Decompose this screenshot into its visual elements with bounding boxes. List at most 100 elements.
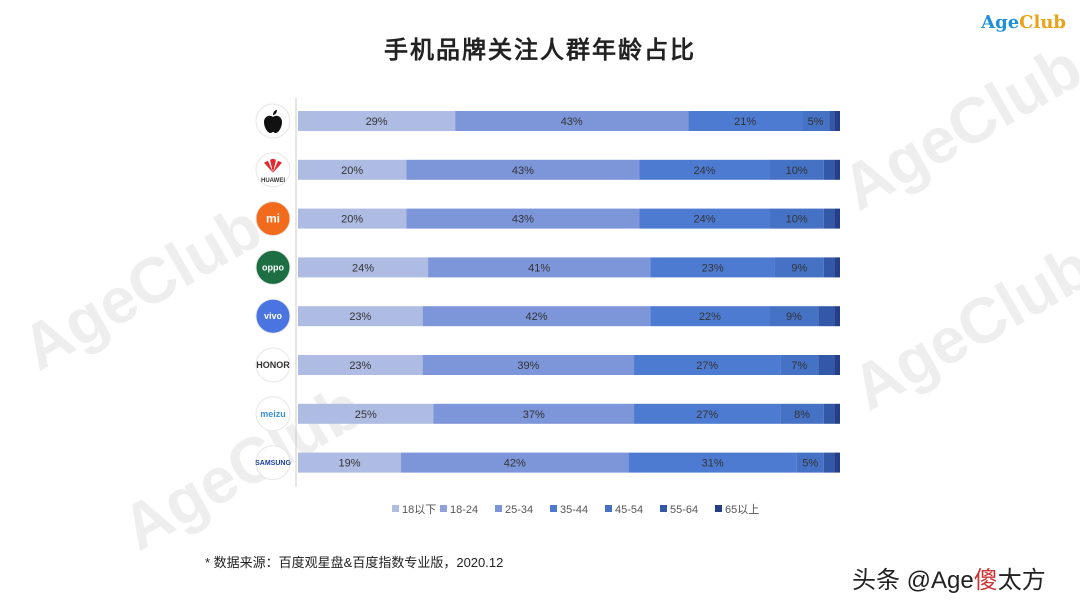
- data-label: 23%: [349, 360, 371, 372]
- bar-meizu-4: [780, 403, 824, 424]
- bar-meizu-5: [823, 403, 835, 424]
- bar-vivo-2: [422, 306, 651, 327]
- bar-huawei-4: [769, 159, 824, 180]
- data-label: 24%: [693, 165, 715, 177]
- chart-title: 手机品牌关注人群年龄占比: [384, 37, 696, 64]
- bar-oppo-6: [834, 257, 840, 278]
- oppo-wordmark: oppo: [262, 262, 284, 272]
- data-label: 10%: [786, 165, 808, 177]
- vivo-wordmark: vivo: [264, 311, 283, 321]
- data-label: 43%: [561, 116, 583, 128]
- data-label: 39%: [517, 360, 539, 372]
- samsung-wordmark: SAMSUNG: [255, 460, 291, 467]
- bar-apple-4: [802, 111, 830, 131]
- data-source-note: * 数据来源：百度观星盘&百度指数专业版，2020.12: [205, 555, 504, 570]
- bar-samsung-5: [823, 452, 835, 473]
- data-label: 37%: [523, 409, 545, 421]
- bar-meizu-0: [298, 403, 434, 424]
- bar-mi-4: [769, 208, 824, 229]
- bar-mi-5: [823, 208, 835, 229]
- legend-label: 55-64: [670, 504, 698, 516]
- bar-honor-3: [634, 355, 781, 375]
- data-label: 10%: [786, 214, 808, 226]
- bar-honor-2: [422, 355, 635, 375]
- data-label: 23%: [702, 262, 724, 274]
- data-label: 23%: [349, 311, 371, 323]
- bar-samsung-6: [834, 452, 840, 473]
- bar-vivo-3: [650, 306, 770, 327]
- legend-label: 18以下: [402, 504, 436, 516]
- bar-meizu-2: [433, 403, 635, 424]
- legend-swatch: [550, 505, 557, 512]
- bar-oppo-4: [774, 257, 824, 278]
- bar-huawei-2: [406, 159, 640, 180]
- logo-text-age: Age: [981, 12, 1020, 33]
- data-label: 5%: [802, 458, 818, 470]
- bar-meizu-6: [834, 403, 840, 424]
- huawei-wordmark: HUAWEI: [261, 178, 285, 184]
- stacked-bar-chart: 29% 43% 21% 5% 20% 43% 24% 10% HUAWEI 20% 43% 24% 10…: [255, 98, 840, 516]
- bar-apple-5: [829, 111, 835, 131]
- samsung-icon: [255, 445, 291, 481]
- legend-label: 65以上: [725, 503, 759, 516]
- bar-apple-3: [688, 111, 803, 131]
- meizu-icon: [255, 396, 291, 432]
- data-label: 24%: [693, 214, 715, 226]
- legend-swatch: [440, 505, 447, 512]
- bar-huawei-5: [823, 159, 835, 180]
- bar-vivo-4: [769, 306, 819, 327]
- credit-suffix: 太方: [997, 567, 1046, 594]
- bar-mi-0: [298, 208, 407, 229]
- bar-oppo-3: [650, 257, 775, 278]
- data-label: 22%: [699, 311, 721, 323]
- data-label: 9%: [791, 262, 807, 274]
- data-label: 29%: [366, 116, 388, 128]
- data-label: 5%: [808, 116, 824, 128]
- vivo-icon: [255, 298, 291, 334]
- data-label: 7%: [791, 360, 807, 372]
- honor-wordmark: HONOR: [256, 360, 290, 370]
- bar-oppo-0: [298, 257, 429, 278]
- bar-mi-3: [639, 208, 770, 229]
- bar-samsung-0: [298, 452, 401, 473]
- data-label: 21%: [734, 116, 756, 128]
- honor-icon: [255, 347, 291, 383]
- bar-meizu-3: [634, 403, 781, 424]
- bar-vivo-5: [818, 306, 835, 327]
- oppo-icon: [255, 249, 291, 285]
- bar-apple-0: [298, 111, 456, 131]
- bar-oppo-5: [823, 257, 835, 278]
- legend-label: 45-54: [615, 504, 643, 516]
- data-label: 20%: [341, 165, 363, 177]
- data-label: 31%: [702, 458, 724, 470]
- legend-label: 25-34: [505, 504, 533, 516]
- apple-glyph: [264, 110, 282, 133]
- bar-honor-4: [780, 355, 819, 375]
- bar-vivo-0: [298, 306, 423, 327]
- huawei-petals: [264, 158, 282, 173]
- data-label: 42%: [504, 458, 526, 470]
- data-label: 41%: [528, 262, 550, 274]
- data-label: 8%: [794, 409, 810, 421]
- bar-honor-6: [834, 355, 840, 375]
- credit-highlight: 傻: [973, 567, 998, 594]
- ageclub-logo: AgeClub: [981, 12, 1066, 33]
- bar-apple-2: [455, 111, 689, 131]
- credit-prefix: 头条 @Age: [852, 567, 974, 594]
- bar-apple-6: [834, 111, 840, 131]
- bar-honor-5: [818, 355, 835, 375]
- legend-swatch: [715, 505, 722, 512]
- bar-samsung-2: [400, 452, 629, 473]
- meizu-wordmark: meizu: [260, 409, 286, 419]
- data-label: 24%: [352, 262, 374, 274]
- legend-swatch: [392, 505, 399, 512]
- data-label: 27%: [696, 360, 718, 372]
- bar-huawei-6: [834, 159, 840, 180]
- legend-label: 18-24: [450, 504, 478, 516]
- bar-mi-2: [406, 208, 640, 229]
- data-label: 9%: [786, 311, 802, 323]
- bar-huawei-3: [639, 159, 770, 180]
- bar-oppo-2: [428, 257, 651, 278]
- data-label: 27%: [696, 409, 718, 421]
- mi-icon: [255, 201, 291, 237]
